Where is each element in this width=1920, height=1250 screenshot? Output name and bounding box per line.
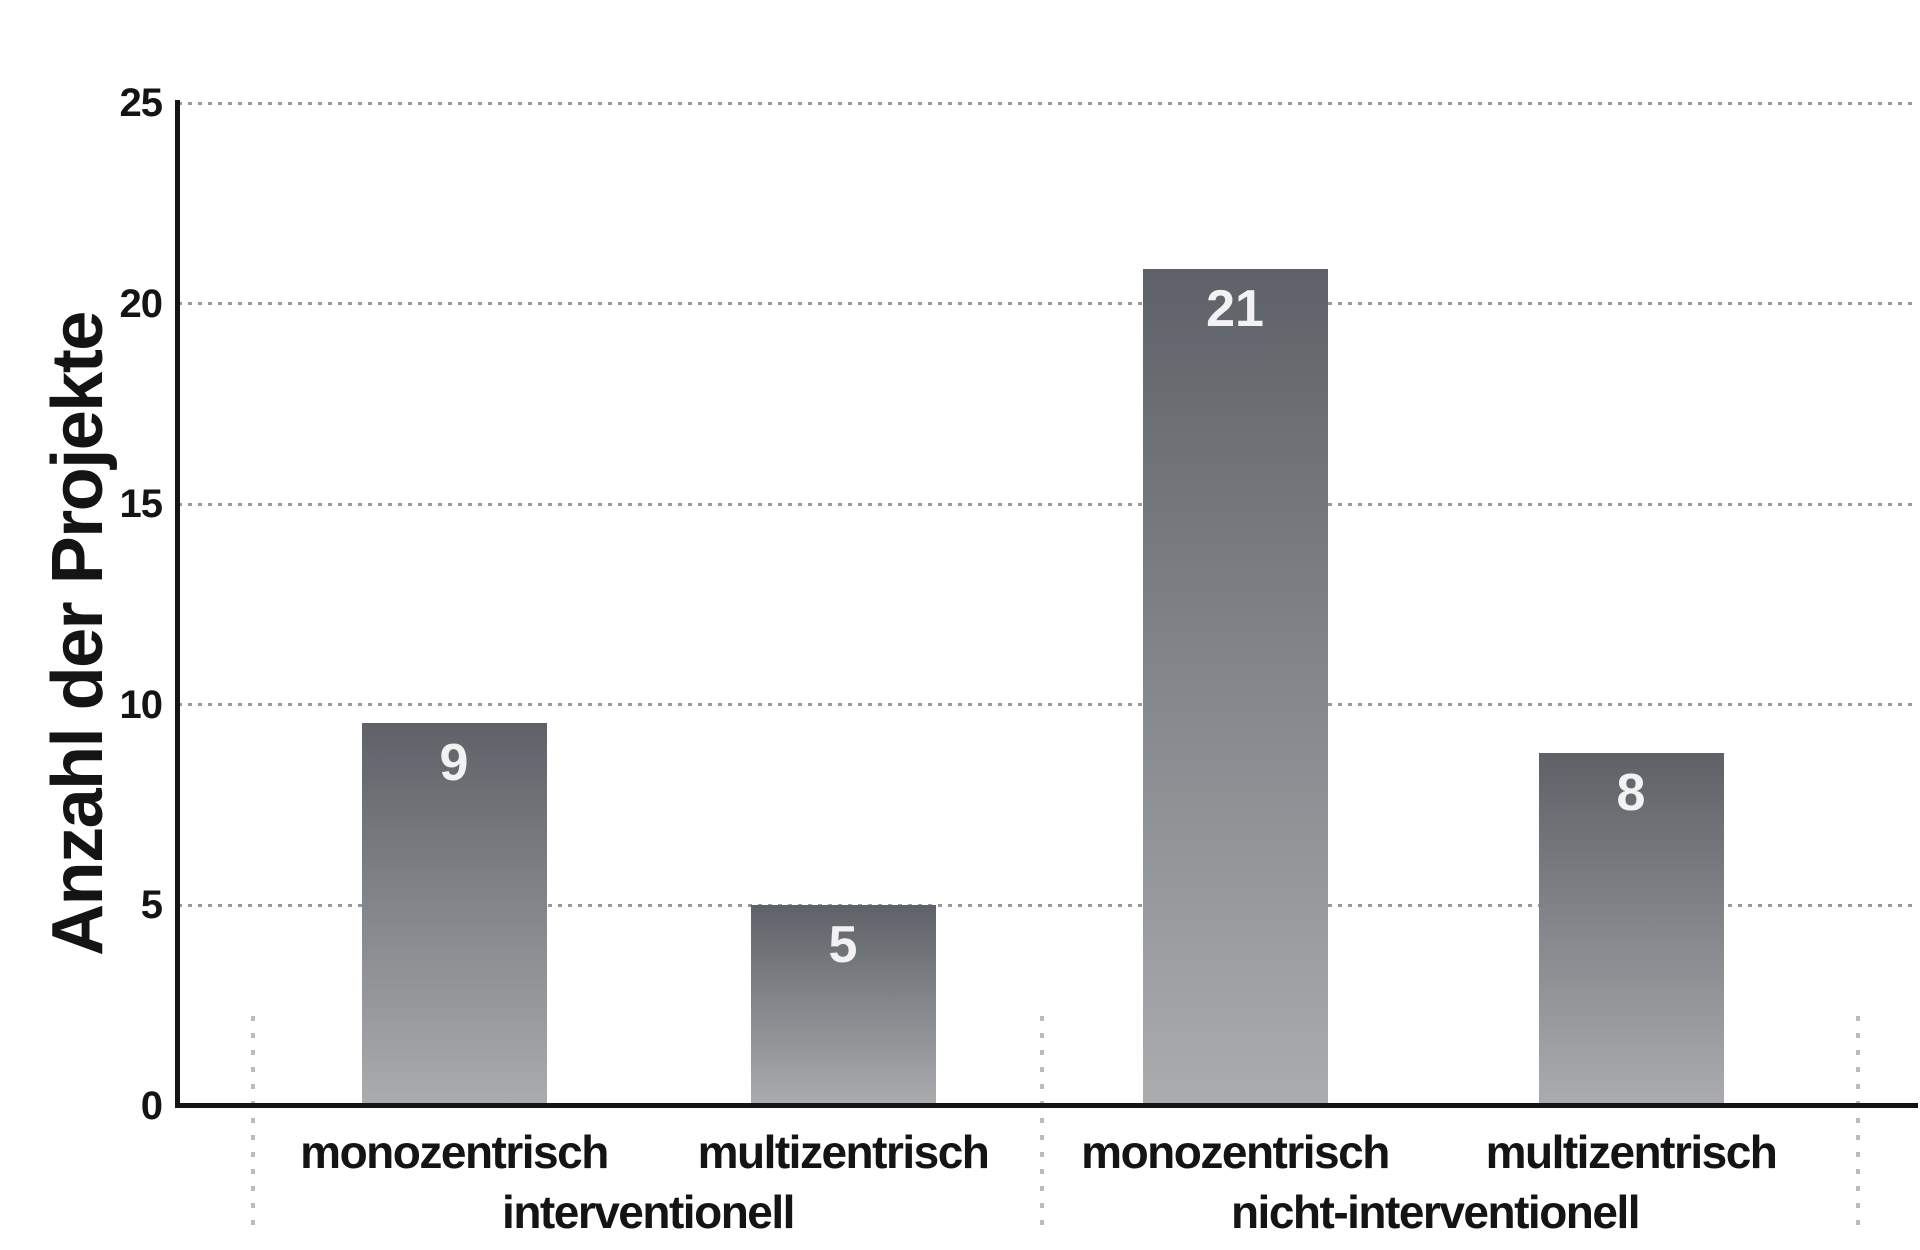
group-separator-0 (251, 1016, 255, 1228)
group-label-nicht-interventionell: nicht-interventionell (1230, 1186, 1641, 1238)
y-axis-title: Anzahl der Projekte (38, 312, 118, 956)
bar-value-label: 8 (1616, 763, 1646, 822)
x-label-monozentrisch-1: monozentrisch (1081, 1126, 1390, 1178)
x-label-multizentrisch-1: multizentrisch (1485, 1126, 1778, 1178)
x-axis-line (175, 1103, 1918, 1108)
group-label-interventionell: interventionell (502, 1186, 795, 1238)
gridline-25 (178, 101, 1916, 105)
gridline-10 (178, 703, 1916, 707)
gridline-5 (178, 903, 1916, 907)
y-tick-label-5: 5 (140, 883, 163, 928)
y-tick-label-25: 25 (119, 81, 164, 125)
bar-value-label: 9 (439, 733, 469, 792)
group-separator-2 (1856, 1016, 1860, 1228)
bar-value-label: 5 (828, 916, 858, 975)
gridline-15 (178, 502, 1916, 506)
x-label-multizentrisch-0: multizentrisch (697, 1126, 990, 1178)
x-label-monozentrisch-0: monozentrisch (300, 1126, 609, 1178)
bar-monozentrisch-interventionell: 9 (361, 722, 547, 1106)
bar-value-label: 21 (1206, 280, 1264, 339)
bar-multizentrisch-nicht-interventionell: 8 (1538, 752, 1724, 1106)
y-tick-label-20: 20 (119, 281, 164, 326)
gridline-20 (178, 302, 1916, 306)
y-tick-label-0: 0 (140, 1084, 163, 1128)
bar-monozentrisch-nicht-interventionell: 21 (1142, 269, 1328, 1106)
bar-multizentrisch-interventionell: 5 (750, 905, 936, 1106)
y-tick-label-15: 15 (119, 482, 164, 527)
group-separator-1 (1040, 1016, 1044, 1228)
y-tick-label-10: 10 (119, 682, 164, 727)
y-axis-line (175, 100, 180, 1108)
